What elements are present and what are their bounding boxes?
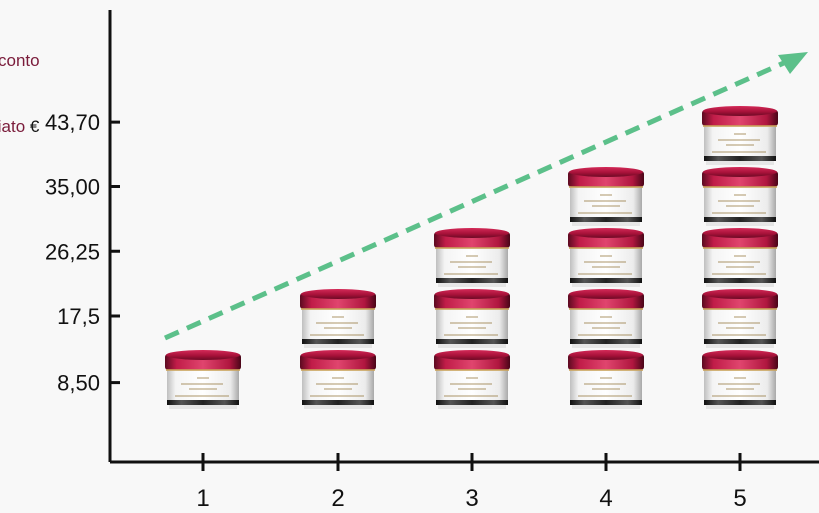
bars — [165, 106, 778, 409]
y-axis-title-line-1: conto — [0, 51, 40, 70]
x-tick-label-3: 3 — [465, 485, 478, 512]
y-tick-label-3: 26,25 — [45, 239, 100, 264]
x-tick-label-5: 5 — [733, 485, 746, 512]
jar — [434, 228, 510, 287]
jar — [568, 350, 644, 409]
x-tick-label-1: 1 — [196, 485, 209, 512]
y-tick-label-4: 35,00 — [45, 175, 100, 200]
y-axis-title: conto liato € — [0, 6, 40, 160]
jar — [702, 289, 778, 348]
jar — [434, 289, 510, 348]
bar-3 — [434, 228, 510, 409]
x-ticks: 1 2 3 4 5 — [196, 453, 747, 512]
jar — [702, 350, 778, 409]
y-axis-title-line-2: liato € — [0, 116, 40, 138]
bar-4 — [568, 167, 644, 409]
jar — [165, 350, 241, 409]
x-tick-label-2: 2 — [331, 485, 344, 512]
jar — [300, 350, 376, 409]
y-tick-label-5: 43,70 — [45, 110, 100, 135]
jar — [702, 167, 778, 226]
bar-2 — [300, 289, 376, 409]
bar-1 — [165, 350, 241, 409]
jar — [568, 228, 644, 287]
y-ticks: 8,50 17,5 26,25 35,00 43,70 — [45, 110, 120, 396]
trend-arrow — [163, 55, 797, 341]
jar — [568, 289, 644, 348]
trend-arrow-head — [778, 52, 808, 74]
jar — [568, 167, 644, 226]
jar — [702, 106, 778, 165]
bar-5 — [702, 106, 778, 409]
jar — [300, 289, 376, 348]
y-tick-label-2: 17,5 — [57, 304, 100, 329]
y-tick-label-1: 8,50 — [57, 371, 100, 396]
y-axis-title-line-2-text: liato — [0, 117, 26, 136]
y-axis-unit: € — [29, 117, 40, 136]
jar — [434, 350, 510, 409]
x-tick-label-4: 4 — [599, 485, 612, 512]
jar — [702, 228, 778, 287]
